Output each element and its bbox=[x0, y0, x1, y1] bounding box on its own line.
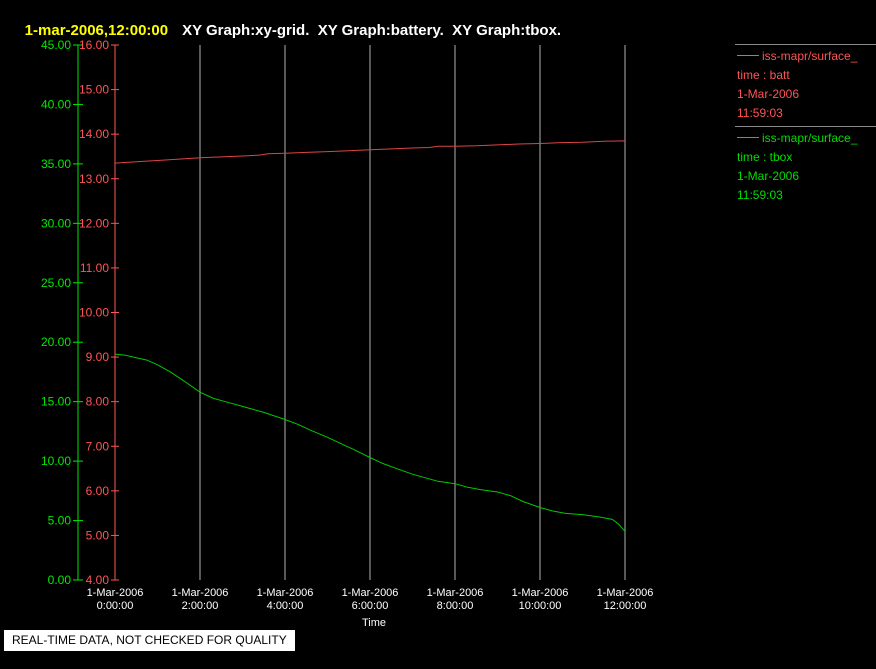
right-axis-tick-label: 11.00 bbox=[80, 261, 109, 275]
left-axis-tick-label: 30.00 bbox=[41, 216, 71, 230]
title-bar: 1-mar-2006,12:00:00 XY Graph:xy-grid. XY … bbox=[8, 5, 561, 56]
x-tick-date: 1-Mar-2006 bbox=[172, 587, 229, 599]
legend-name-row: iss-mapr/surface_ bbox=[737, 129, 876, 148]
x-tick-date: 1-Mar-2006 bbox=[427, 587, 484, 599]
left-axis-tick-label: 5.00 bbox=[48, 514, 72, 528]
x-tick-time: 4:00:00 bbox=[267, 600, 304, 612]
right-axis-tick-label: 8.00 bbox=[86, 395, 110, 409]
x-tick-date: 1-Mar-2006 bbox=[512, 587, 569, 599]
left-axis-tick-label: 40.00 bbox=[41, 97, 71, 111]
left-axis-tick-label: 10.00 bbox=[41, 454, 71, 468]
right-axis-tick-label: 16.00 bbox=[79, 38, 109, 52]
x-tick-time: 6:00:00 bbox=[352, 600, 389, 612]
x-tick-time: 12:00:00 bbox=[604, 600, 647, 612]
left-axis-tick-label: 20.00 bbox=[41, 335, 71, 349]
legend-timestamp: 11:59:03 bbox=[737, 106, 783, 120]
x-tick-time: 8:00:00 bbox=[437, 600, 474, 612]
left-axis-tick-label: 0.00 bbox=[48, 573, 72, 587]
legend-series-name: iss-mapr/surface_ bbox=[762, 49, 858, 63]
legend-name-row: iss-mapr/surface_ bbox=[737, 47, 876, 66]
right-axis-tick-label: 14.00 bbox=[79, 127, 109, 141]
x-axis-title: Time bbox=[361, 617, 387, 629]
left-axis-tick-label: 15.00 bbox=[41, 395, 71, 409]
x-tick-time: 0:00:00 bbox=[97, 600, 134, 612]
right-axis-tick-label: 5.00 bbox=[86, 528, 110, 542]
x-tick-date: 1-Mar-2006 bbox=[257, 587, 314, 599]
legend-line-sample bbox=[737, 55, 759, 56]
legend-series-name: iss-mapr/surface_ bbox=[762, 131, 858, 145]
title-timestamp: 1-mar-2006,12:00:00 bbox=[24, 22, 169, 39]
right-axis-tick-label: 15.00 bbox=[79, 83, 109, 97]
legend-date: 1-Mar-2006 bbox=[737, 169, 800, 183]
right-axis-tick-label: 7.00 bbox=[86, 439, 110, 453]
legend-param: time : batt bbox=[737, 68, 790, 82]
x-tick-date: 1-Mar-2006 bbox=[597, 587, 654, 599]
x-tick-date: 1-Mar-2006 bbox=[342, 587, 399, 599]
legend-entry-tbox: iss-mapr/surface_time : tbox 1-Mar-2006 11… bbox=[735, 126, 876, 208]
legend-timestamp: 11:59:03 bbox=[737, 188, 783, 202]
x-tick-time: 10:00:00 bbox=[519, 600, 562, 612]
legend-entry-batt: iss-mapr/surface_time : batt 1-Mar-2006 11… bbox=[735, 44, 876, 126]
x-tick-time: 2:00:00 bbox=[182, 600, 219, 612]
series-line-tbox bbox=[114, 353, 626, 532]
quality-notice: REAL-TIME DATA, NOT CHECKED FOR QUALITY bbox=[4, 630, 295, 651]
right-axis-tick-label: 12.00 bbox=[79, 216, 109, 230]
right-axis-tick-label: 10.00 bbox=[79, 306, 109, 320]
right-axis-tick-label: 6.00 bbox=[86, 484, 110, 498]
legend: iss-mapr/surface_ time : batt 1-Mar-2006 11… bbox=[735, 44, 876, 208]
legend-line-sample bbox=[737, 137, 759, 138]
left-axis-tick-label: 45.00 bbox=[41, 38, 71, 52]
legend-param: time : tbox bbox=[737, 150, 793, 164]
right-axis-tick-label: 9.00 bbox=[86, 350, 110, 364]
legend-date: 1-Mar-2006 bbox=[737, 87, 800, 101]
title-graph-names: XY Graph:xy-grid. XY Graph:battery. XY G… bbox=[182, 22, 562, 39]
left-axis-tick-label: 25.00 bbox=[41, 276, 71, 290]
right-axis-tick-label: 4.00 bbox=[86, 573, 110, 587]
left-axis-tick-label: 35.00 bbox=[41, 157, 71, 171]
right-axis-tick-label: 13.00 bbox=[79, 172, 109, 186]
x-tick-date: 1-Mar-2006 bbox=[87, 587, 144, 599]
series-line-batt bbox=[114, 140, 626, 164]
